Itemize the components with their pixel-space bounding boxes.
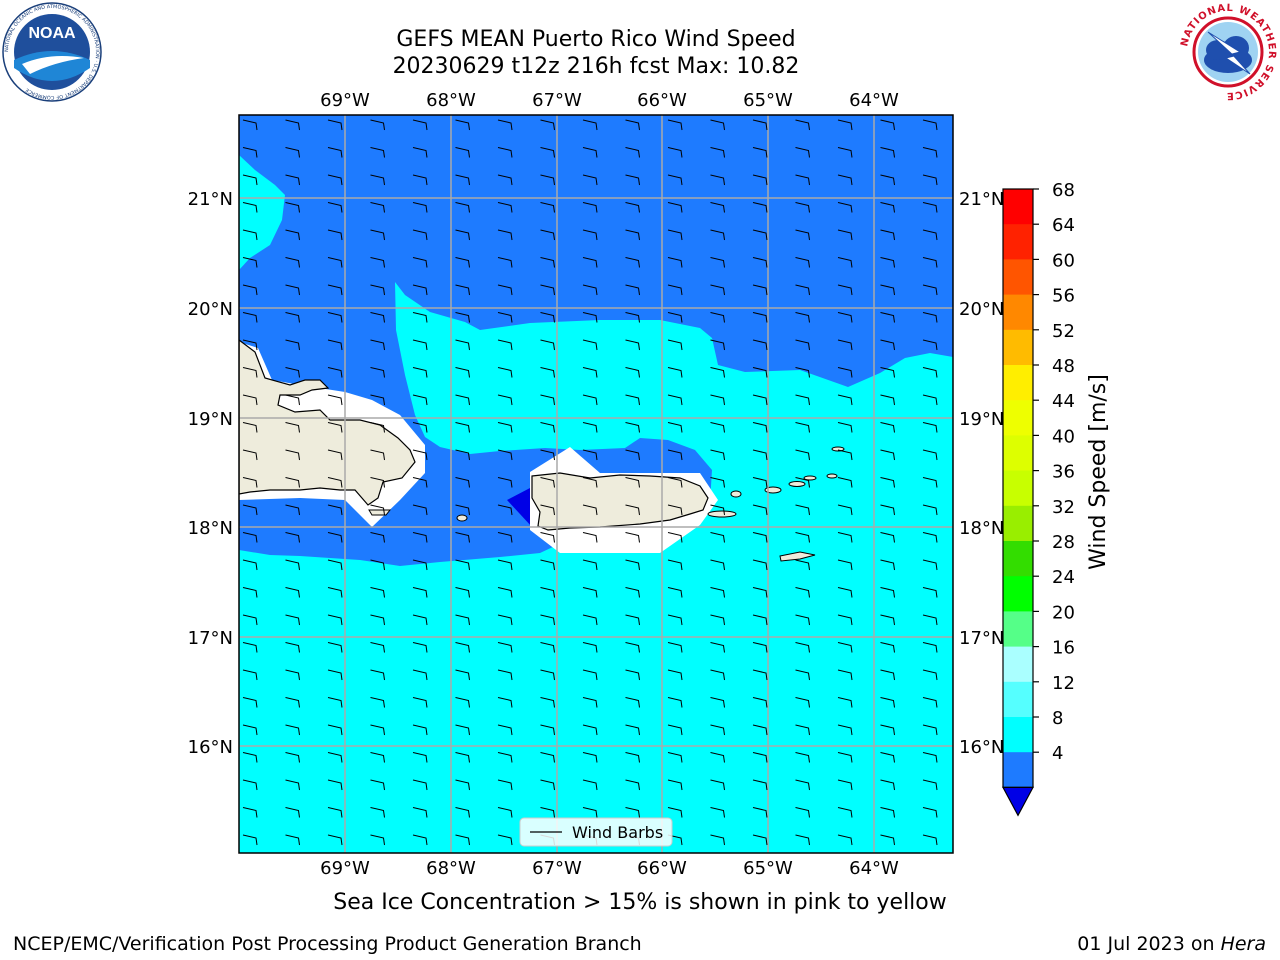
legend-label: Wind Barbs [572, 823, 663, 842]
colorbar-segment [1003, 576, 1033, 612]
colorbar-tick-label: 68 [1052, 180, 1075, 201]
colorbar-segment [1003, 329, 1033, 366]
lat-tick-right: 18°N [959, 518, 1004, 539]
colorbar-tick-label: 28 [1052, 532, 1075, 553]
date-text: 01 Jul 2023 on [1077, 933, 1215, 955]
colorbar-segment [1003, 717, 1033, 753]
colorbar-tick-label: 36 [1052, 462, 1075, 483]
lat-tick-right: 19°N [959, 409, 1004, 430]
lat-tick-left: 20°N [188, 299, 233, 320]
lat-tick-right: 21°N [959, 189, 1004, 210]
colorbar-tick-label: 48 [1052, 356, 1075, 377]
map-frame [238, 114, 954, 854]
colorbar-segment [1003, 400, 1033, 436]
colorbar-tick-label: 20 [1052, 602, 1075, 623]
colorbar-tick-label: 8 [1052, 708, 1063, 729]
date-stamp: 01 Jul 2023 on Hera [1077, 933, 1266, 955]
colorbar-segment [1003, 541, 1033, 577]
sea-ice-note: Sea Ice Concentration > 15% is shown in … [333, 890, 947, 915]
colorbar-segment [1003, 611, 1033, 648]
colorbar-segment [1003, 646, 1033, 683]
colorbar-tick-label: 16 [1052, 638, 1075, 659]
colorbar-segment [1003, 505, 1033, 542]
colorbar-underflow [1001, 786, 1035, 817]
colorbar-tick-label: 40 [1052, 426, 1075, 447]
lat-tick-left: 18°N [188, 518, 233, 539]
wind-barbs [242, 119, 938, 846]
colorbar-segment [1003, 435, 1033, 472]
lat-tick-left: 17°N [188, 628, 233, 649]
colorbar-segment [1003, 259, 1033, 296]
lon-tick-top: 67°W [532, 90, 582, 111]
wind-band-8-12-nw [239, 155, 285, 270]
lon-tick-bottom: 65°W [743, 858, 793, 879]
colorbar-segment [1003, 752, 1033, 788]
lon-tick-top: 68°W [426, 90, 476, 111]
lon-tick-bottom: 68°W [426, 858, 476, 879]
lat-tick-left: 21°N [188, 189, 233, 210]
lat-tick-right: 16°N [959, 737, 1004, 758]
noaa-logo: NOAA NATIONAL OCEANIC AND ATMOSPHERIC AD… [2, 2, 102, 102]
map-tick-labels: 69°W 69°W 68°W 68°W 67°W 67°W 66°W 66°W 65°W 65°W… [188, 90, 1005, 879]
map-legend: Wind Barbs [519, 817, 673, 847]
wind-band-below-4 [507, 488, 532, 527]
lat-tick-left: 16°N [188, 737, 233, 758]
colorbar-tick-label: 12 [1052, 673, 1075, 694]
lat-tick-right: 17°N [959, 628, 1004, 649]
colorbar-tick-label: 32 [1052, 497, 1075, 518]
colorbar-segment [1003, 470, 1033, 507]
lon-tick-bottom: 66°W [637, 858, 687, 879]
nws-logo: NATIONAL WEATHER SERVICE [1179, 3, 1276, 101]
lon-tick-top: 66°W [637, 90, 687, 111]
colorbar-tick-label: 4 [1052, 743, 1063, 764]
colorbar-label: Wind Speed [m/s] [1086, 374, 1111, 570]
map-area [239, 115, 953, 853]
plot-subtitle: 20230629 t12z 216h fcst Max: 10.82 [392, 54, 800, 79]
colorbar-tick-label: 24 [1052, 567, 1075, 588]
noaa-logo-text: NOAA [28, 25, 76, 42]
colorbar-tick-label: 44 [1052, 391, 1075, 412]
colorbar: 68 64 60 56 52 48 44 40 36 32 28 24 20 16 12 8 4 [1001, 180, 1075, 817]
puerto-rico-land [531, 472, 709, 531]
colorbar-tick-label: 56 [1052, 286, 1075, 307]
lat-tick-right: 20°N [959, 299, 1004, 320]
map-gridlines [239, 115, 953, 853]
lon-tick-bottom: 67°W [532, 858, 582, 879]
virgin-islands [456, 446, 845, 562]
lon-tick-top: 64°W [849, 90, 899, 111]
colorbar-tick-label: 60 [1052, 250, 1075, 271]
lon-tick-bottom: 69°W [320, 858, 370, 879]
lat-tick-left: 19°N [188, 409, 233, 430]
colorbar-segment [1003, 365, 1033, 401]
colorbar-segment [1003, 681, 1033, 718]
lon-tick-top: 65°W [743, 90, 793, 111]
colorbar-segment [1003, 294, 1033, 331]
lon-tick-top: 69°W [320, 90, 370, 111]
plot-title: GEFS MEAN Puerto Rico Wind Speed [396, 27, 796, 52]
colorbar-segment [1003, 224, 1033, 260]
lon-tick-bottom: 64°W [849, 858, 899, 879]
host-name: Hera [1220, 933, 1266, 955]
colorbar-tick-label: 52 [1052, 321, 1075, 342]
branch-credit: NCEP/EMC/Verification Post Processing Pr… [13, 933, 642, 955]
colorbar-segment [1003, 189, 1033, 225]
wind-band-8-12 [239, 282, 953, 853]
colorbar-tick-label: 64 [1052, 215, 1075, 236]
